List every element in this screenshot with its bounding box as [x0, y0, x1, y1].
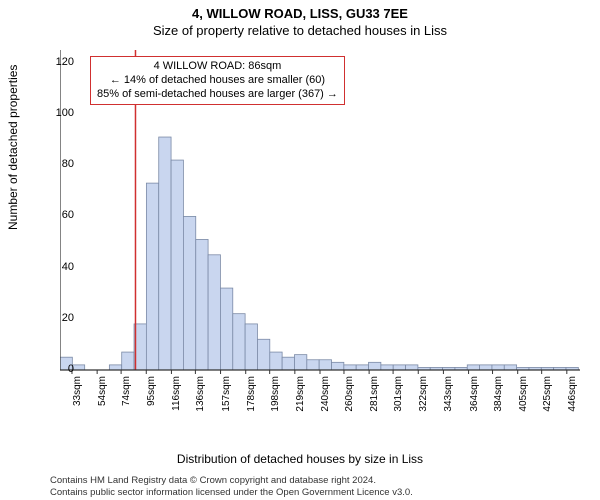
annotation-box: 4 WILLOW ROAD: 86sqm ← 14% of detached h… [90, 56, 345, 105]
x-tick: 54sqm [97, 376, 108, 416]
x-tick: 364sqm [469, 376, 480, 416]
x-tick: 405sqm [518, 376, 529, 416]
x-axis-label: Distribution of detached houses by size … [0, 452, 600, 466]
y-tick: 0 [44, 363, 74, 375]
x-tick: 219sqm [295, 376, 306, 416]
chart-area: 4 WILLOW ROAD: 86sqm ← 14% of detached h… [60, 50, 580, 410]
x-tick: 240sqm [320, 376, 331, 416]
attribution-line2: Contains public sector information licen… [50, 487, 413, 498]
x-tick: 136sqm [195, 376, 206, 416]
y-tick: 60 [44, 209, 74, 221]
y-tick: 120 [44, 56, 74, 68]
y-tick: 20 [44, 312, 74, 324]
page-subtitle: Size of property relative to detached ho… [0, 21, 600, 38]
y-axis-label: Number of detached properties [6, 65, 20, 230]
x-tick: 301sqm [393, 376, 404, 416]
x-tick: 178sqm [246, 376, 257, 416]
y-tick: 80 [44, 158, 74, 170]
y-tick: 40 [44, 261, 74, 273]
annotation-line2: ← 14% of detached houses are smaller (60… [97, 74, 338, 88]
annotation-line3: 85% of semi-detached houses are larger (… [97, 88, 338, 102]
x-tick: 425sqm [542, 376, 553, 416]
x-tick: 446sqm [567, 376, 578, 416]
x-tick: 384sqm [493, 376, 504, 416]
annotation-line1: 4 WILLOW ROAD: 86sqm [97, 60, 338, 74]
x-tick: 157sqm [221, 376, 232, 416]
x-tick: 198sqm [270, 376, 281, 416]
attribution: Contains HM Land Registry data © Crown c… [50, 475, 413, 498]
x-tick: 343sqm [443, 376, 454, 416]
y-tick: 100 [44, 107, 74, 119]
page-title: 4, WILLOW ROAD, LISS, GU33 7EE [0, 0, 600, 21]
x-tick: 116sqm [171, 376, 182, 416]
attribution-line1: Contains HM Land Registry data © Crown c… [50, 475, 413, 486]
x-tick: 260sqm [344, 376, 355, 416]
x-tick: 74sqm [121, 376, 132, 416]
x-tick: 281sqm [369, 376, 380, 416]
x-tick: 95sqm [146, 376, 157, 416]
x-tick: 33sqm [72, 376, 83, 416]
x-tick: 322sqm [418, 376, 429, 416]
